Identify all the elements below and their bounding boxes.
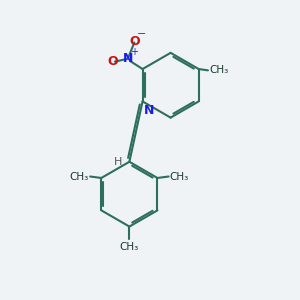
Text: H: H — [114, 157, 122, 167]
Text: CH₃: CH₃ — [120, 242, 139, 252]
Text: +: + — [130, 47, 138, 57]
Text: CH₃: CH₃ — [209, 65, 229, 76]
Text: N: N — [144, 104, 154, 117]
Text: O: O — [129, 34, 140, 48]
Text: CH₃: CH₃ — [70, 172, 89, 182]
Text: N: N — [123, 52, 133, 65]
Text: O: O — [107, 55, 118, 68]
Text: −: − — [137, 29, 146, 39]
Text: CH₃: CH₃ — [170, 172, 189, 182]
